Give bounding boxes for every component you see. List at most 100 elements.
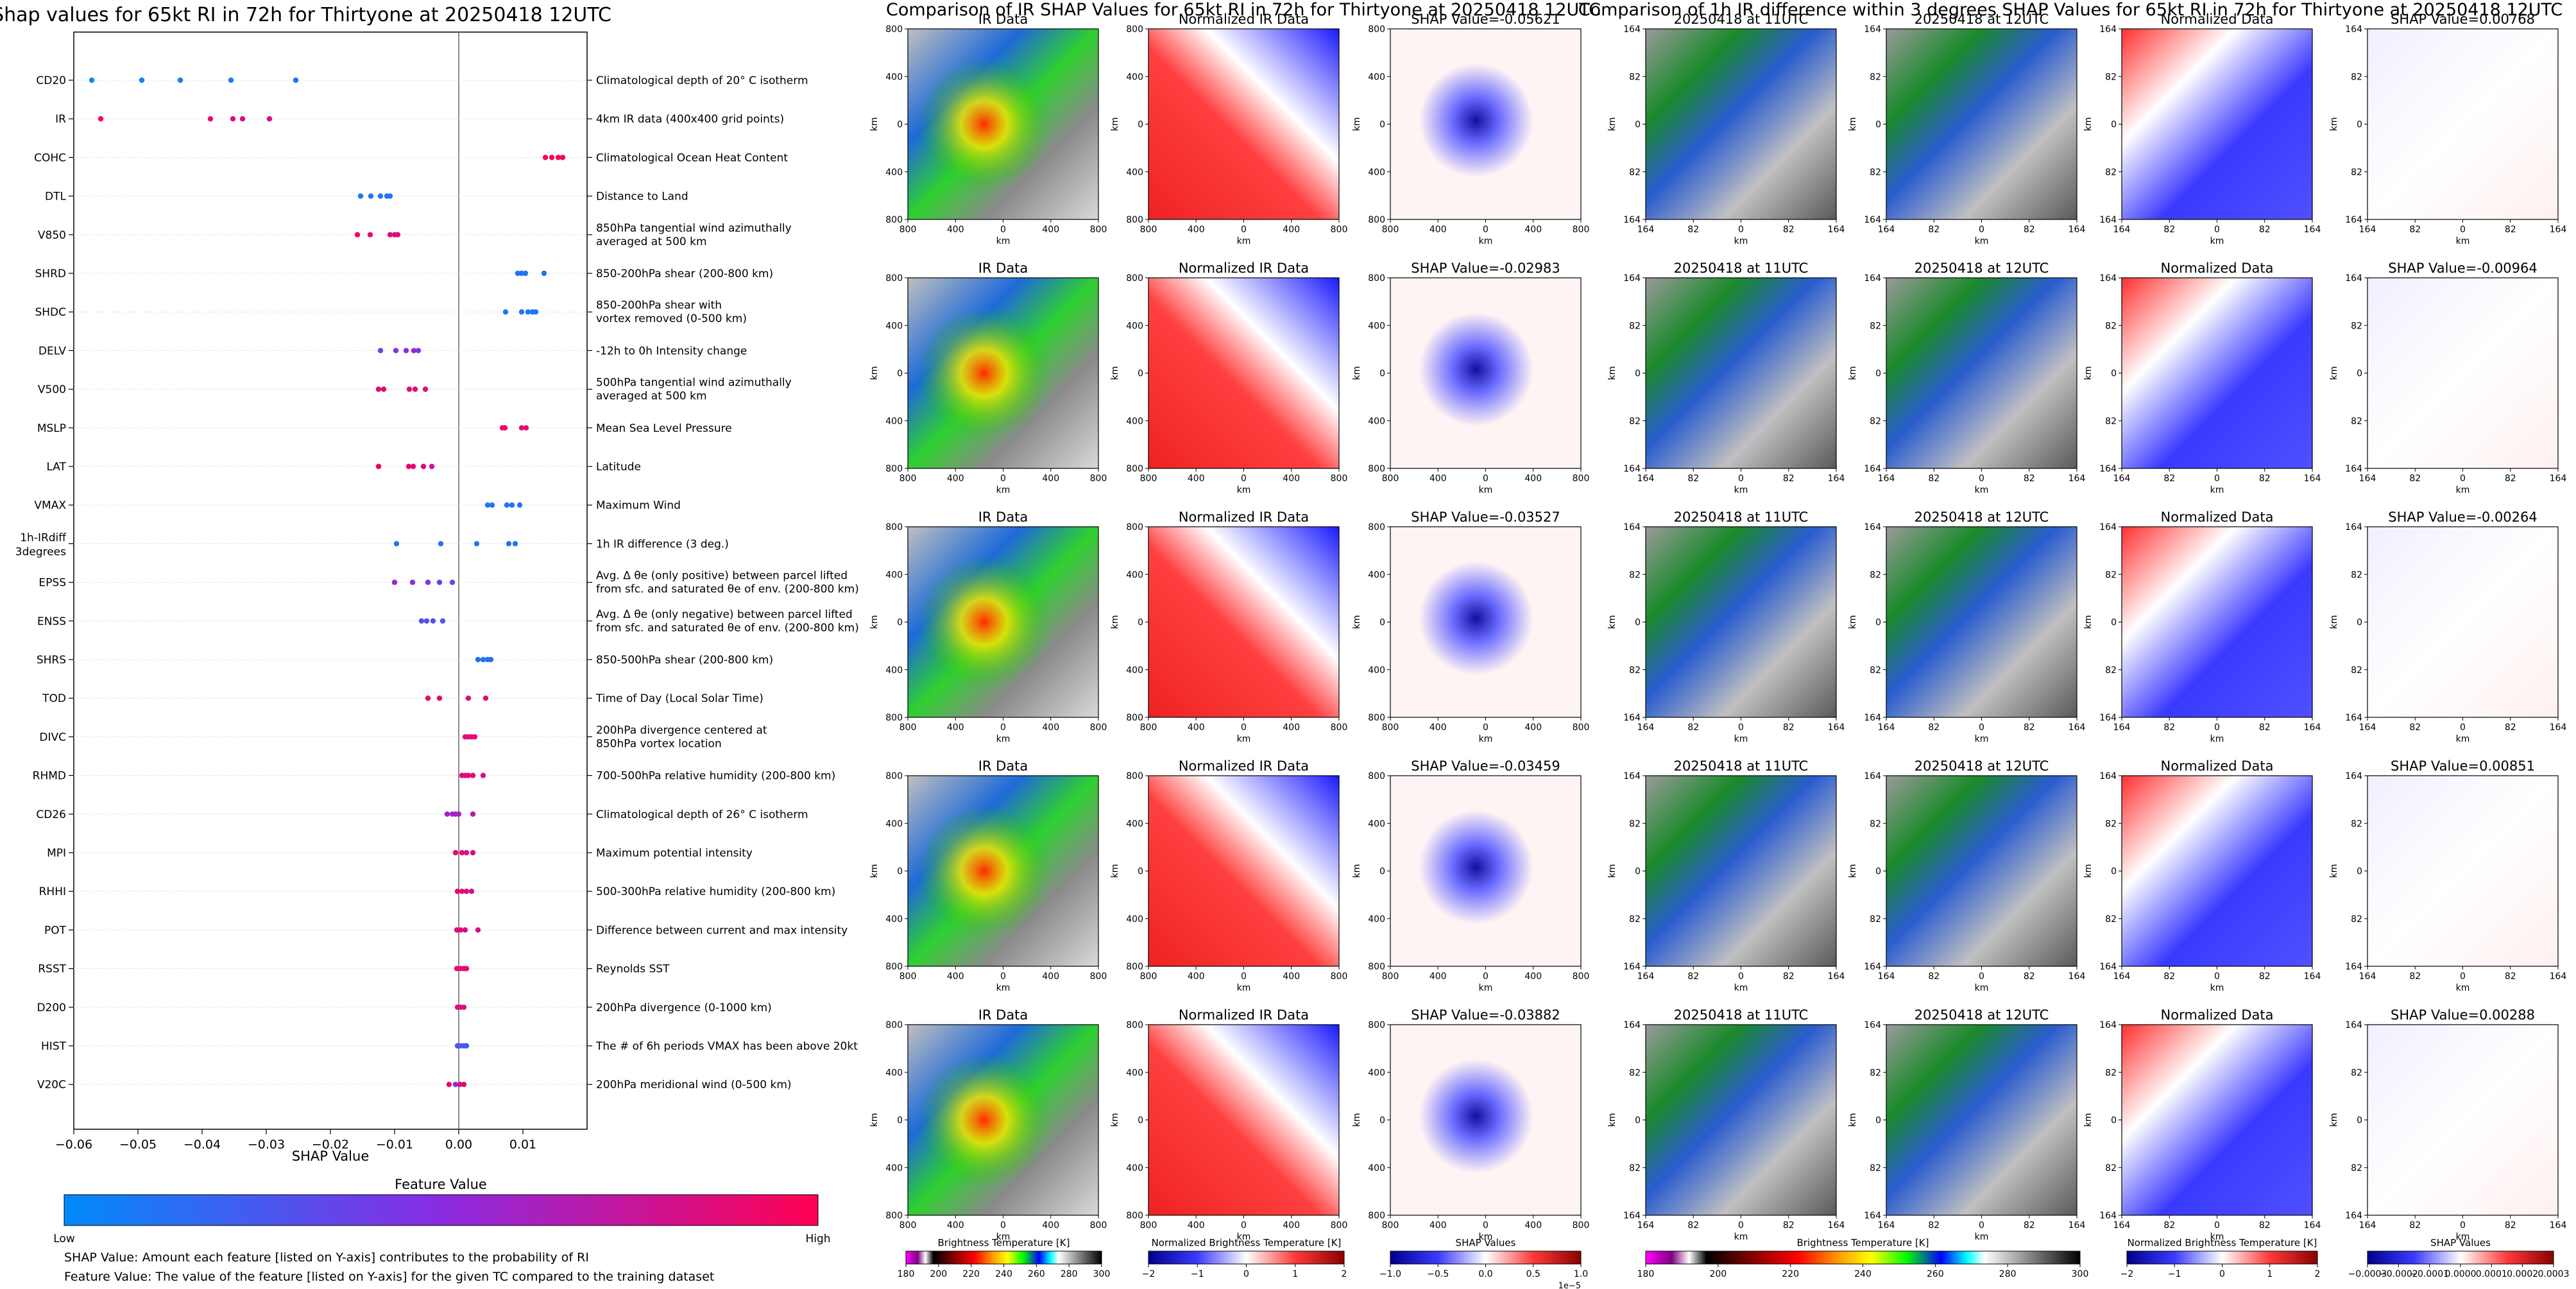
panel-x-tick-label: 0 [1483,971,1488,982]
panel-y-label: km [2329,864,2339,878]
shap-point [468,889,475,894]
feature-code-label: ENSS [37,615,66,628]
panel-y-tick-label: 400 [885,819,903,829]
panel-y-tick-label: 0 [1138,867,1143,877]
panel-x-tick-label: 400 [1429,722,1447,733]
feature-colorbar-high: High [805,1233,830,1245]
panel-x-tick-label: 82 [2163,971,2175,982]
panel-x-tick-label: 800 [1573,971,1590,982]
panel-y-tick-label: 82 [2351,665,2362,676]
image-panel: 20250418 at 12UTC1641648282008282164164k… [1848,1007,2085,1242]
colorbar-tick-label: −1.0 [1379,1269,1401,1279]
panel-x-tick-label: 164 [1878,225,1895,235]
shap-point [516,502,523,508]
panel-y-tick-label: 82 [1870,321,1881,331]
panel-x-tick-label: 164 [2113,722,2131,733]
panel-y-tick-label: 164 [1623,464,1641,474]
panel-y-tick-label: 0 [1635,618,1641,628]
feature-description: Difference between current and max inten… [596,924,848,937]
colorbar-gradient [1645,1251,2081,1265]
panel-x-tick-label: 400 [1188,971,1205,982]
image-panel: SHAP Value=-0.00964164164828200828216416… [2329,260,2566,495]
panel-x-tick-label: 400 [1524,474,1542,484]
feature-code-label: DELV [38,345,66,357]
feature-colorbar-title: Feature Value [395,1177,487,1192]
panel-title: SHAP Value=-0.03459 [1411,758,1560,774]
panel-image [1646,1025,1836,1215]
panel-x-tick-label: 0 [2214,225,2220,235]
panel-image [2122,278,2312,468]
panel-x-tick-label: 0 [1241,1220,1247,1231]
panel-y-tick-label: 400 [885,1163,903,1174]
panel-title: 20250418 at 11UTC [1674,12,1809,27]
panel-y-tick-label: 800 [885,713,903,723]
panel-x-tick-label: 164 [1828,1220,1845,1231]
panel-title: SHAP Value=0.00288 [2391,1007,2535,1023]
shap-point [430,618,436,624]
shap-point [489,502,495,508]
shap-point [395,232,401,237]
panel-x-tick-label: 164 [1878,474,1895,484]
panel-image [1886,278,2077,468]
panel-title: 20250418 at 11UTC [1674,1007,1809,1023]
shap-point [470,849,476,856]
feature-description: 500-300hPa relative humidity (200-800 km… [596,885,835,898]
shap-point [525,309,531,315]
feature-row: CD20 Climatological depth of 20° C isothe… [36,74,808,87]
panel-y-tick-label: 800 [1368,215,1385,225]
panel-title: SHAP Value=0.00768 [2391,12,2535,27]
panel-image [1886,1025,2077,1215]
feature-description: Climatological depth of 20° C isotherm [596,74,808,87]
panel-y-label: km [1607,117,1617,132]
panel-x-tick-label: 164 [2550,1220,2567,1231]
panel-x-label: km [996,1232,1011,1242]
panel-y-tick-label: 82 [1629,1068,1641,1078]
panel-y-tick-label: 82 [1870,416,1881,427]
panel-title: 20250418 at 12UTC [1915,1007,2049,1023]
panel-x-tick-label: 82 [2259,971,2271,982]
shap-point [533,309,539,315]
panel-y-tick-label: 164 [1864,713,1881,723]
panel-x-tick-label: 800 [900,474,917,484]
panel-image [2367,29,2558,219]
shap-point [470,811,476,817]
panel-x-tick-label: 164 [2304,225,2321,235]
panel-y-label: km [1848,366,1858,380]
panel-y-label: km [869,1113,880,1127]
panel-x-label: km [1479,236,1493,246]
panel-y-tick-label: 82 [1870,570,1881,580]
panel-y-label: km [2083,1113,2094,1127]
panel-x-tick-label: 0 [1979,722,1984,733]
panel-x-tick-label: 0 [1000,722,1006,733]
image-panel: SHAP Value=0.008511641648282008282164164… [2329,758,2566,993]
panel-y-tick-label: 164 [2345,24,2362,35]
panel-x-label: km [996,485,1011,495]
panel-image [2122,1025,2312,1215]
shap-point [482,696,489,701]
shap-point [512,541,518,547]
panel-x-tick-label: 400 [1429,225,1447,235]
colorbar-tick-label: 280 [1999,1269,2017,1279]
panel-y-label: km [869,117,880,132]
shap-point [409,579,416,585]
panel-y-label: km [1352,117,1362,132]
shap-point [470,773,476,778]
shap-point [462,927,468,933]
panel-x-tick-label: 82 [1783,1220,1795,1231]
panel-y-tick-label: 0 [2357,369,2362,379]
panel-y-tick-label: 82 [1629,1163,1641,1174]
feature-colorbar [64,1194,819,1226]
image-panel: 20250418 at 12UTC1641648282008282164164k… [1848,758,2085,993]
panel-x-tick-label: 800 [1331,1220,1348,1231]
panel-x-tick-label: 82 [2024,971,2035,982]
shap-point [506,541,512,547]
feature-code-label: LAT [46,461,66,474]
panel-x-tick-label: 800 [1090,722,1107,733]
colorbar-tick-label: 0.0001 [2476,1269,2507,1279]
panel-y-label: km [1848,615,1858,629]
panel-x-tick-label: 0 [1241,722,1247,733]
feature-code-label: HIST [41,1040,67,1053]
panel-x-tick-label: 400 [1524,971,1542,982]
panel-x-tick-label: 164 [2068,474,2086,484]
shap-point [405,463,412,470]
